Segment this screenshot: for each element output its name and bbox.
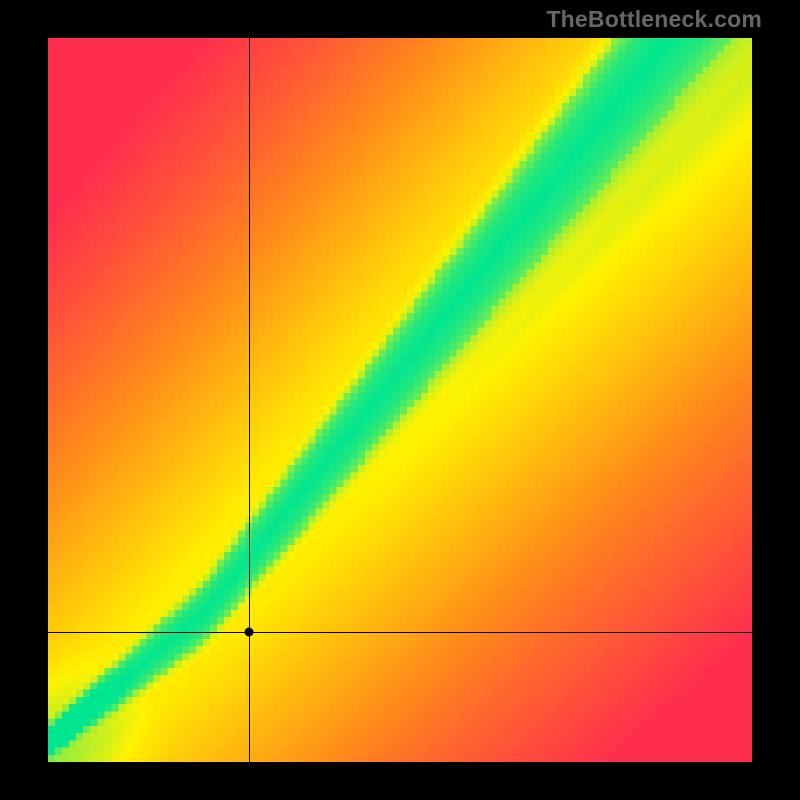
chart-frame: TheBottleneck.com — [0, 0, 800, 800]
heatmap-plot — [48, 38, 752, 762]
heatmap-canvas — [48, 38, 752, 762]
watermark-text: TheBottleneck.com — [546, 6, 762, 33]
